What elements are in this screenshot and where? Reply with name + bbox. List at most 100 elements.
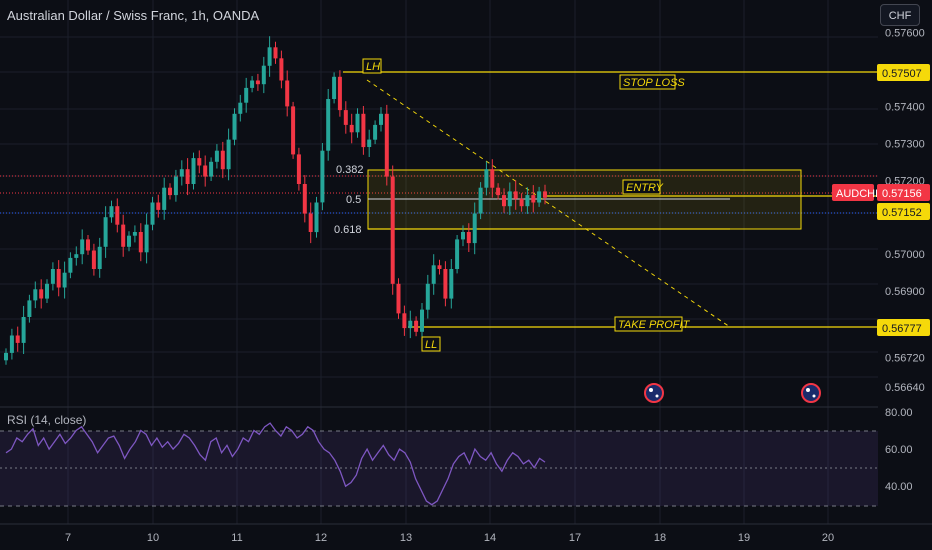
- candle: [420, 303, 424, 339]
- candle-body: [490, 169, 495, 188]
- candle: [507, 182, 512, 215]
- candle-body: [425, 283, 430, 310]
- candle-body: [349, 124, 354, 133]
- candle-body: [396, 283, 401, 314]
- candle-body: [484, 169, 489, 188]
- candle-body: [267, 47, 272, 66]
- fib-382-label: 0.382: [336, 164, 364, 176]
- candle: [132, 225, 137, 243]
- rsi-tick-label: 40.00: [885, 481, 913, 493]
- au-flag-icon[interactable]: [644, 383, 664, 403]
- candle: [273, 41, 278, 64]
- candle: [244, 77, 249, 113]
- candle-body: [232, 113, 237, 140]
- candle-body: [472, 213, 477, 244]
- event-markers[interactable]: [644, 383, 821, 403]
- candle-body: [408, 320, 413, 329]
- rsi-label: RSI (14, close): [7, 413, 87, 427]
- time-tick-label: 7: [65, 532, 71, 544]
- candle-body: [9, 335, 14, 353]
- candle: [115, 198, 120, 233]
- candle-body: [361, 113, 366, 148]
- candle: [367, 129, 372, 157]
- currency-button[interactable]: CHF: [880, 4, 920, 26]
- candle: [33, 281, 38, 309]
- candle-body: [507, 191, 512, 207]
- candle-body: [314, 202, 319, 233]
- candle-body: [162, 187, 167, 210]
- candle: [349, 113, 354, 144]
- candle: [267, 36, 272, 77]
- candle: [373, 120, 378, 145]
- candle-body: [173, 176, 178, 196]
- candle: [302, 175, 307, 223]
- candle: [285, 70, 290, 117]
- au-flag-icon[interactable]: [801, 383, 821, 403]
- candle: [314, 196, 319, 238]
- candle: [525, 187, 530, 214]
- candle: [478, 182, 483, 220]
- candle-body: [502, 195, 506, 207]
- candle-body: [326, 99, 331, 151]
- take-profit-label: TAKE PROFIT: [618, 319, 691, 331]
- candle-body: [373, 124, 378, 140]
- candle: [45, 279, 49, 303]
- candle: [496, 183, 501, 200]
- candle-body: [185, 169, 190, 184]
- rsi-axis[interactable]: 80.00 60.00 40.00: [885, 407, 913, 493]
- candle-body: [308, 213, 313, 232]
- candle-body: [62, 272, 67, 288]
- candle-body: [91, 250, 96, 269]
- time-axis[interactable]: 7 10 11 12 13 14 17 18 19 20: [65, 532, 834, 544]
- candle: [461, 225, 465, 247]
- candle-body: [437, 265, 442, 269]
- candle-body: [285, 80, 290, 107]
- take-profit-price-badge: [877, 319, 930, 336]
- lh-label: LH: [366, 61, 380, 73]
- price-tick-label: 0.56900: [885, 286, 925, 298]
- candle-body: [332, 76, 337, 99]
- candle-body: [443, 269, 448, 299]
- candle: [396, 278, 401, 319]
- candle: [68, 252, 73, 279]
- candle-body: [209, 161, 214, 177]
- candles-group: [4, 36, 547, 365]
- candle-body: [466, 232, 471, 244]
- candle-body: [531, 195, 536, 203]
- time-tick-label: 14: [484, 532, 496, 544]
- stop-loss-price-badge: [877, 64, 930, 81]
- candle: [384, 104, 389, 186]
- price-tick-label: 0.57400: [885, 101, 925, 113]
- candle: [162, 177, 167, 220]
- price-tick-label: 0.57600: [885, 28, 925, 40]
- candle-body: [168, 187, 172, 196]
- candle: [437, 259, 442, 275]
- price-tick-label: 0.56720: [885, 353, 925, 365]
- candle: [86, 235, 90, 255]
- candle: [4, 348, 8, 365]
- candle: [490, 159, 495, 198]
- candle-body: [320, 150, 325, 203]
- candle: [91, 243, 96, 276]
- candle-body: [97, 246, 102, 269]
- candle-body: [449, 269, 454, 299]
- candle: [531, 185, 536, 213]
- candle: [308, 202, 313, 244]
- candle: [74, 246, 79, 266]
- lh-label-box: [362, 58, 382, 74]
- candle-body: [103, 217, 108, 247]
- candle-body: [191, 158, 196, 184]
- candle-body: [197, 158, 202, 166]
- candle: [337, 70, 342, 117]
- candle: [402, 305, 407, 336]
- candle: [355, 108, 360, 138]
- candle-body: [226, 139, 231, 170]
- candle: [472, 202, 477, 255]
- candle: [121, 214, 126, 257]
- candle-body: [15, 335, 20, 343]
- candle: [191, 152, 196, 190]
- trend-line[interactable]: [366, 79, 731, 328]
- candle-body: [80, 239, 85, 255]
- candle-body: [513, 191, 518, 199]
